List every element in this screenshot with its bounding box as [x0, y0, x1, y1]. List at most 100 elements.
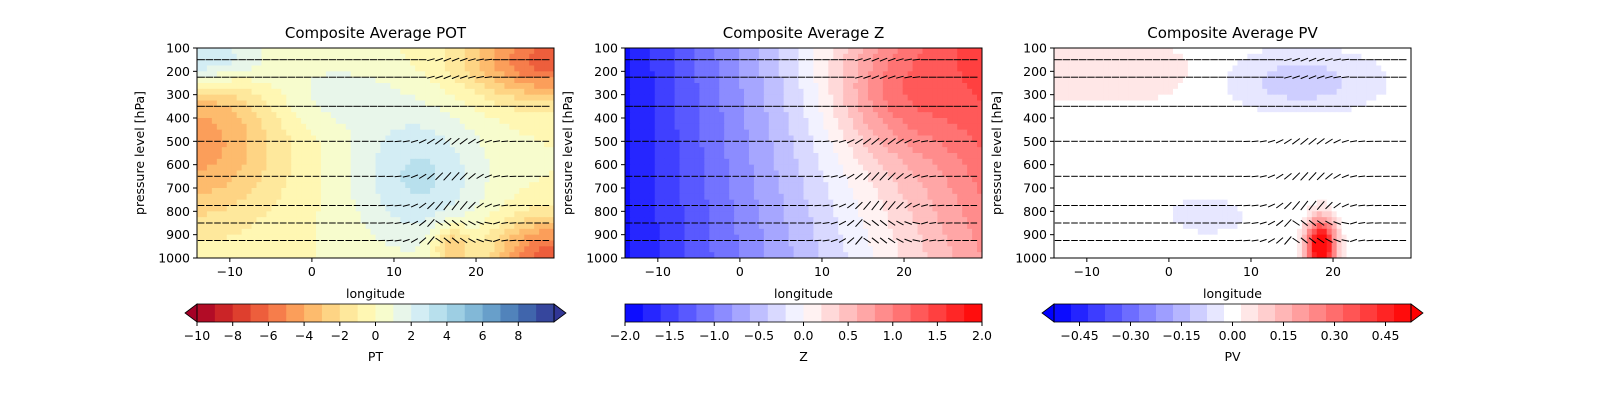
heatmap-cell	[699, 118, 705, 125]
heatmap-cell	[778, 141, 785, 148]
heatmap-cell	[649, 199, 656, 207]
heatmap-cell	[853, 53, 859, 61]
heatmap-cell	[838, 170, 844, 177]
heatmap-cell	[291, 246, 297, 253]
heatmap-cell	[291, 77, 297, 84]
heatmap-cell	[932, 53, 938, 61]
heatmap-cell	[734, 199, 740, 207]
heatmap-cell	[430, 211, 436, 218]
heatmap-cell	[246, 83, 253, 90]
heatmap-cell	[912, 106, 919, 113]
heatmap-cell	[947, 123, 953, 131]
heatmap-cell	[325, 193, 332, 201]
heatmap-cell	[504, 59, 510, 67]
x-tick-label: 10	[386, 264, 402, 279]
heatmap-cell	[415, 112, 421, 119]
heatmap-cell	[798, 158, 805, 166]
heatmap-cell	[370, 205, 377, 212]
heatmap-cell	[261, 129, 268, 137]
heatmap-cell	[226, 100, 233, 107]
heatmap-cell	[415, 211, 421, 218]
heatmap-cell	[768, 53, 775, 61]
heatmap-cell	[454, 48, 461, 55]
heatmap-cell	[634, 65, 641, 72]
heatmap-cell	[355, 246, 362, 253]
heatmap-cell	[216, 100, 223, 107]
heatmap-cell	[813, 112, 819, 119]
heatmap-cell	[813, 164, 819, 172]
heatmap-cell	[843, 59, 849, 67]
heatmap-cell	[360, 205, 367, 212]
heatmap-cell	[967, 141, 973, 148]
heatmap-cell	[479, 223, 486, 230]
heatmap-cell	[380, 246, 387, 253]
heatmap-cell	[674, 193, 681, 201]
heatmap-cell	[863, 71, 869, 78]
heatmap-cell	[484, 246, 491, 253]
heatmap-cell	[838, 48, 844, 55]
heatmap-cell	[276, 112, 282, 119]
heatmap-cell	[360, 188, 367, 195]
heatmap-cell	[544, 112, 550, 119]
heatmap-cell	[773, 182, 780, 189]
heatmap-cell	[439, 158, 446, 166]
heatmap-cell	[335, 188, 342, 195]
heatmap-cell	[649, 94, 656, 102]
heatmap-cell	[699, 135, 705, 142]
heatmap-cell	[325, 246, 332, 253]
heatmap-cell	[439, 234, 446, 242]
heatmap-cell	[877, 71, 884, 78]
heatmap-cell	[489, 217, 496, 224]
heatmap-cell	[724, 176, 730, 183]
heatmap-cell	[867, 129, 874, 137]
heatmap-cell	[912, 59, 919, 67]
heatmap-cell	[892, 170, 899, 177]
heatmap-cell	[823, 71, 829, 78]
heatmap-cell	[251, 228, 258, 236]
heatmap-cell	[912, 48, 919, 55]
heatmap-cell	[902, 77, 909, 84]
heatmap-cell	[778, 176, 785, 183]
heatmap-cell	[758, 65, 765, 72]
heatmap-cell	[325, 223, 332, 230]
heatmap-cell	[734, 53, 740, 61]
heatmap-cell	[464, 234, 471, 242]
heatmap-cell	[276, 158, 282, 166]
heatmap-cell	[694, 176, 700, 183]
heatmap-cell	[246, 88, 253, 96]
heatmap-cell	[709, 88, 715, 96]
heatmap-cell	[276, 211, 282, 218]
heatmap-cell	[674, 199, 681, 207]
heatmap-cell	[316, 135, 322, 142]
heatmap-cell	[699, 123, 705, 131]
heatmap-cell	[882, 182, 889, 189]
heatmap-cell	[912, 83, 919, 90]
heatmap-cell	[803, 118, 810, 125]
heatmap-cell	[311, 106, 317, 113]
heatmap-cell	[808, 48, 815, 55]
heatmap-cell	[415, 170, 421, 177]
heatmap-cell	[972, 118, 978, 125]
heatmap-cell	[838, 141, 844, 148]
heatmap-cell	[729, 65, 735, 72]
heatmap-cell	[301, 48, 307, 55]
heatmap-cell	[325, 199, 332, 207]
heatmap-cell	[684, 182, 691, 189]
heatmap-cell	[694, 153, 700, 160]
heatmap-cell	[758, 118, 765, 125]
heatmap-cell	[892, 106, 899, 113]
heatmap-cell	[694, 65, 700, 72]
heatmap-cell	[634, 205, 641, 212]
heatmap-cell	[439, 129, 446, 137]
heatmap-cell	[962, 135, 968, 142]
heatmap-cell	[714, 164, 720, 172]
heatmap-cell	[798, 65, 805, 72]
heatmap-cell	[689, 71, 696, 78]
heatmap-cell	[251, 94, 258, 102]
heatmap-cell	[524, 252, 530, 258]
heatmap-cell	[226, 205, 233, 212]
heatmap-cell	[664, 129, 671, 137]
heatmap-cell	[922, 118, 929, 125]
heatmap-cell	[405, 228, 411, 236]
heatmap-cell	[694, 118, 700, 125]
